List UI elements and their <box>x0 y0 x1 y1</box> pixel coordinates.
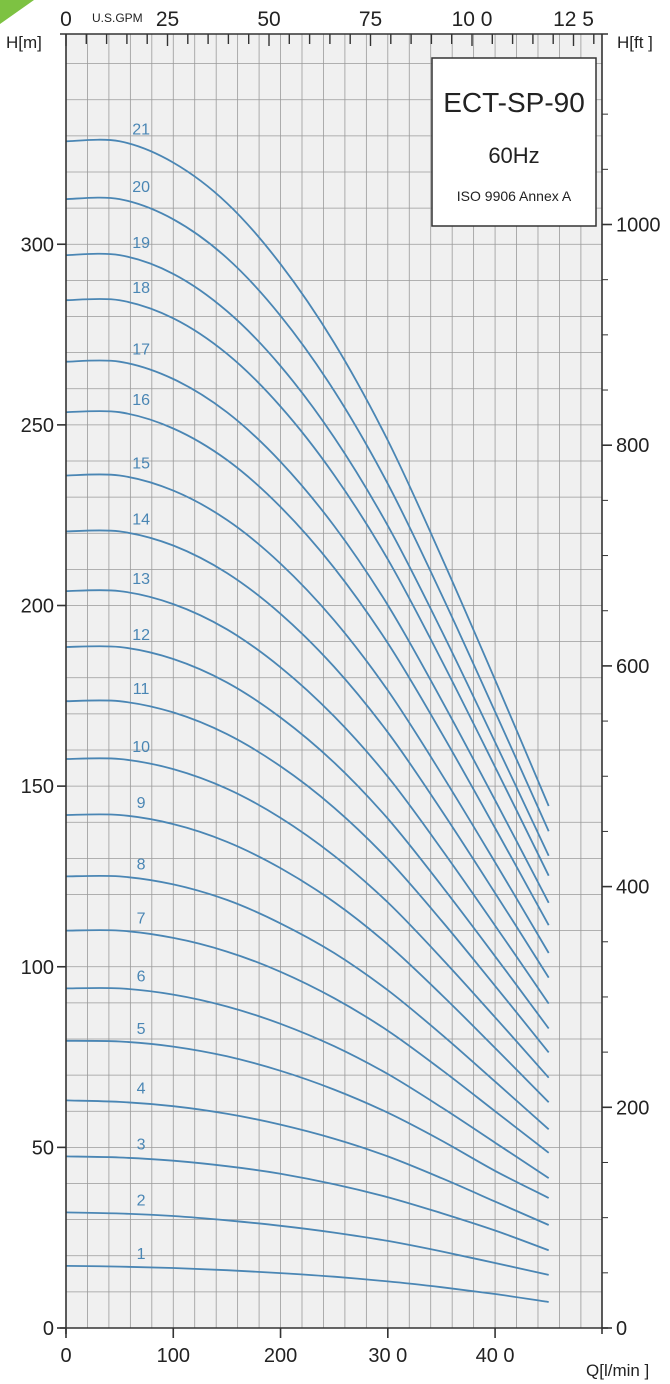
curve-label-17: 17 <box>132 342 150 359</box>
x-tick-label-bottom: 200 <box>264 1345 297 1367</box>
curve-label-16: 16 <box>132 392 150 409</box>
pump-curve-stages-19 <box>65 252 550 857</box>
x-tick-label-top: 0 <box>60 8 72 31</box>
x-tick-label-top: 12 5 <box>553 8 594 31</box>
curve-label-1: 1 <box>137 1246 146 1263</box>
y-tick-label-left: 50 <box>32 1137 54 1159</box>
y-tick-label-right: 400 <box>616 877 649 899</box>
y-tick-label-left: 250 <box>21 415 54 437</box>
curve-label-5: 5 <box>137 1021 146 1038</box>
curve-label-19: 19 <box>132 235 150 252</box>
y-axis-label-right: H[ft ] <box>617 33 653 52</box>
pump-curve-stages-14 <box>65 529 550 979</box>
y-tick-label-right: 200 <box>616 1097 649 1119</box>
x-tick-label-top: 75 <box>359 8 382 31</box>
pump-curve-stages-18 <box>65 297 550 877</box>
y-tick-label-right: 800 <box>616 435 649 457</box>
x-axis-label: Q[l/min ] <box>586 1361 649 1380</box>
x-tick-label-bottom: 40 0 <box>476 1345 515 1367</box>
curve-label-18: 18 <box>132 280 150 297</box>
pump-curve-stages-12 <box>65 645 550 1030</box>
pump-curve-stages-13 <box>65 589 550 1005</box>
pump-curve-stages-6 <box>65 987 550 1179</box>
curve-label-7: 7 <box>137 911 146 928</box>
plot-area <box>66 34 602 1328</box>
curve-label-8: 8 <box>137 856 146 873</box>
corner-accent <box>0 0 34 24</box>
pump-curve-stages-11 <box>65 699 550 1053</box>
curve-label-2: 2 <box>137 1192 146 1209</box>
pump-curve-stages-1 <box>65 1265 549 1303</box>
pump-curve-stages-2 <box>65 1211 549 1276</box>
curve-label-9: 9 <box>137 795 146 812</box>
curve-label-10: 10 <box>132 739 150 756</box>
y-tick-label-left: 0 <box>43 1318 54 1340</box>
curve-label-11: 11 <box>133 681 150 698</box>
curve-label-13: 13 <box>132 571 150 588</box>
curve-label-4: 4 <box>137 1080 146 1097</box>
x-tick-label-bottom: 0 <box>60 1345 71 1367</box>
pump-curve-stages-9 <box>65 813 550 1103</box>
x-tick-label-top: 25 <box>156 8 179 31</box>
pump-curve-stages-5 <box>65 1039 550 1199</box>
curve-label-20: 20 <box>132 179 150 196</box>
curve-label-3: 3 <box>137 1136 146 1153</box>
pump-curve-stages-4 <box>65 1099 550 1226</box>
y-tick-label-right: 600 <box>616 656 649 678</box>
x-tick-label-top: 50 <box>257 8 280 31</box>
y-tick-label-right: 0 <box>616 1318 627 1340</box>
x-tick-label-top: 10 0 <box>452 8 493 31</box>
y-tick-label-left: 300 <box>21 234 54 256</box>
top-axis-unit: U.S.GPM <box>92 11 143 25</box>
x-tick-label-bottom: 100 <box>157 1345 190 1367</box>
y-tick-label-left: 100 <box>21 957 54 979</box>
frequency-label: 60Hz <box>488 143 539 168</box>
pump-curve-stages-21 <box>65 138 550 807</box>
pump-curve-stages-16 <box>65 410 550 926</box>
curve-label-15: 15 <box>132 455 150 472</box>
curve-label-21: 21 <box>132 121 150 138</box>
standard-label: ISO 9906 Annex A <box>457 188 572 204</box>
curve-label-12: 12 <box>132 627 150 644</box>
model-info-box: ECT-SP-90 60Hz ISO 9906 Annex A <box>431 57 597 227</box>
y-axis-label-left: H[m] <box>6 33 42 52</box>
pump-curve-stages-15 <box>65 473 550 954</box>
pump-curve-stages-20 <box>65 196 550 832</box>
model-name: ECT-SP-90 <box>443 87 585 118</box>
pump-curve-stages-8 <box>65 874 550 1130</box>
y-tick-label-left: 200 <box>21 596 54 618</box>
pump-curve-stages-17 <box>65 359 550 904</box>
x-tick-label-bottom: 30 0 <box>368 1345 407 1367</box>
pump-curve-stages-10 <box>65 757 550 1079</box>
model-info-box-frame <box>431 57 597 227</box>
pump-curve-stages-3 <box>65 1155 550 1252</box>
pump-curve-stages-7 <box>65 929 550 1154</box>
y-tick-label-left: 150 <box>21 776 54 798</box>
curve-label-14: 14 <box>132 511 150 528</box>
curve-label-6: 6 <box>137 968 146 985</box>
y-tick-label-right: 1000 <box>616 215 661 237</box>
